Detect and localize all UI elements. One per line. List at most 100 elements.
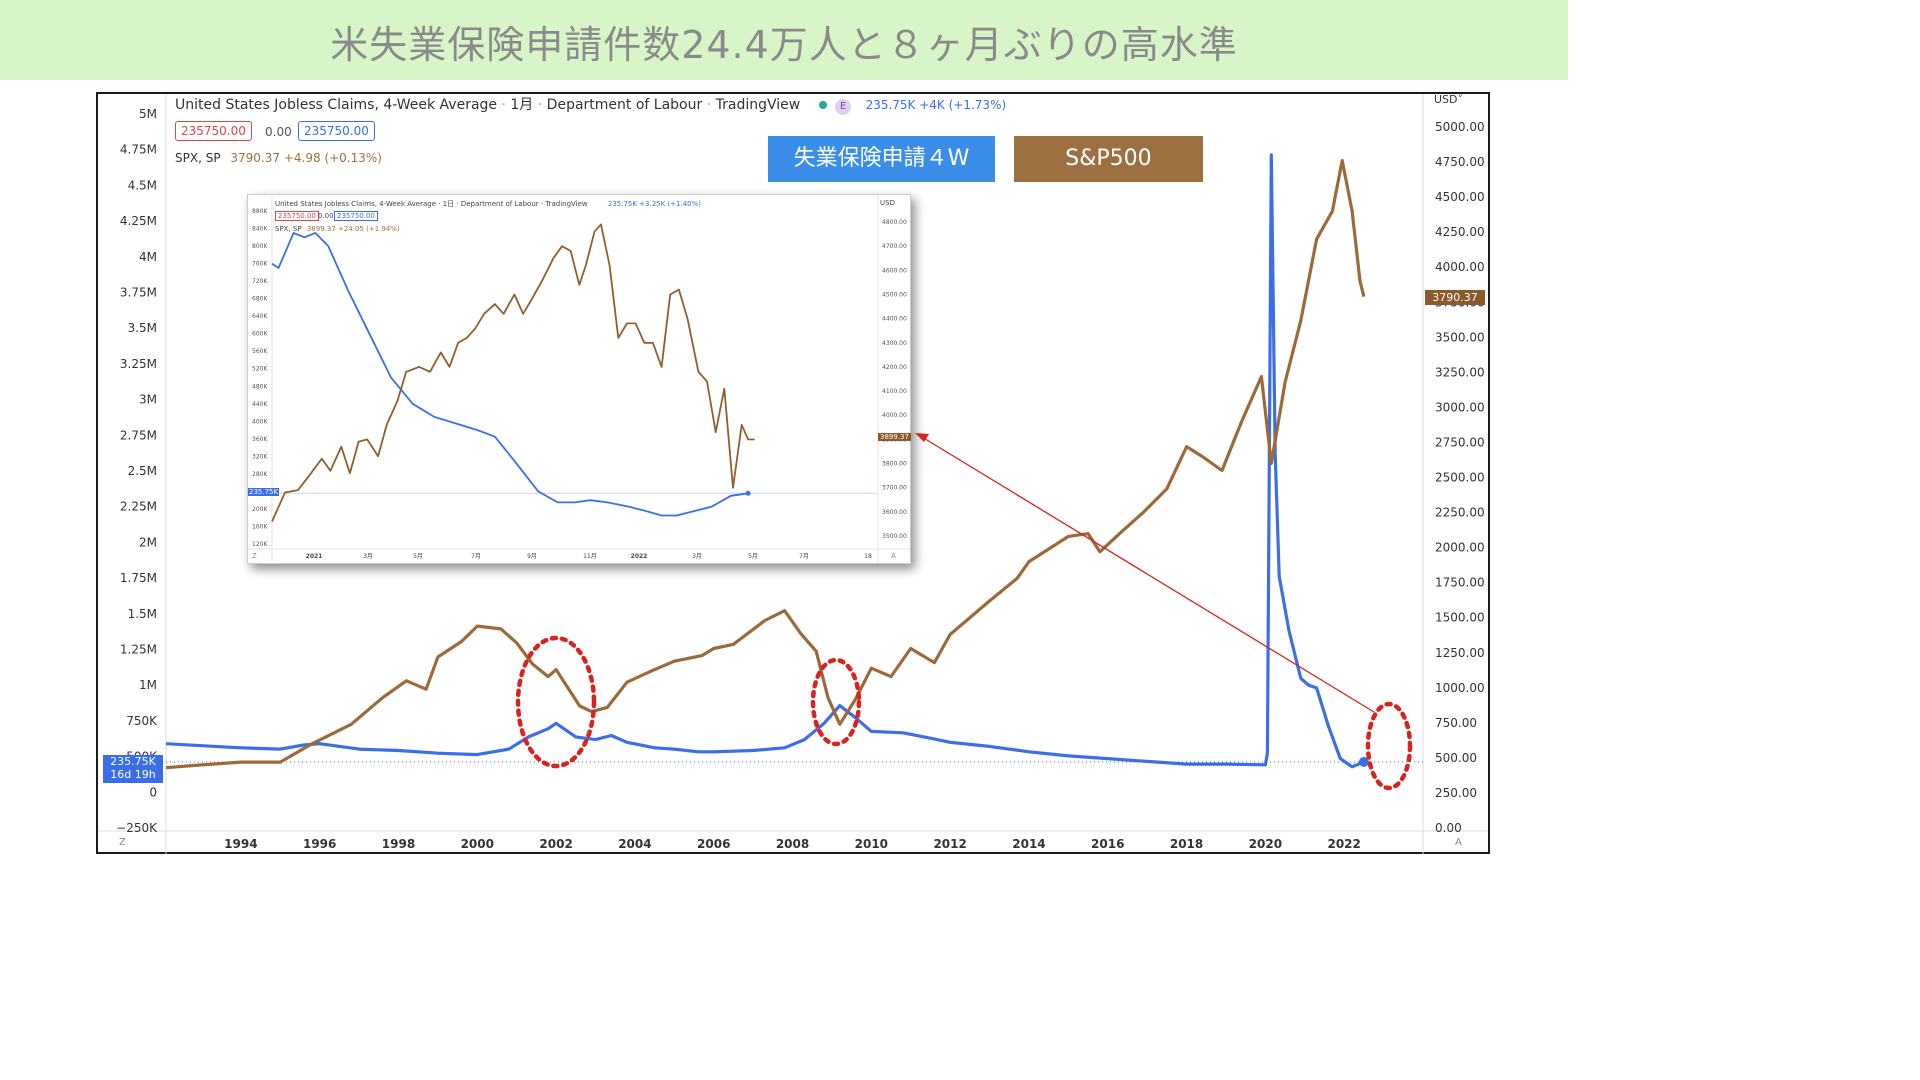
inset-right-tick-label: 3600.00	[882, 509, 907, 516]
claims-quote: 235.75K +4K (+1.73%)	[865, 98, 1007, 112]
inset-left-tick-label: 320K	[252, 453, 268, 460]
currency-menu[interactable]: USD˅	[1434, 93, 1463, 106]
inset-claims-quote: 235.75K +3.25K (+1.40%)	[607, 200, 702, 208]
currency-label: USD	[1434, 93, 1458, 106]
left-axis-tick-label: −250K	[116, 821, 158, 835]
time-axis-tick-label: 2000	[461, 837, 494, 851]
inset-spx-tag: 3899.37	[878, 433, 911, 441]
right-axis-tick-label: 3500.00	[1435, 330, 1485, 344]
right-axis-tick-label: 2750.00	[1435, 435, 1485, 449]
inset-currency: USD	[880, 199, 895, 207]
left-axis-tick-label: 750K	[126, 714, 158, 728]
spx-quote: 3790.37 +4.98 (+0.13%)	[230, 151, 382, 165]
inset-left-tick-label: 520K	[252, 366, 268, 373]
inset-right-tick-label: 4700.00	[882, 243, 907, 250]
price-box-red[interactable]: 235750.00	[175, 121, 252, 141]
inset-left-tick-label: 480K	[252, 383, 268, 390]
inset-chart: 880K 840K 800K 760K 720K 680K 640K 600K 560K 520K…	[248, 195, 910, 563]
inset-left-tick-label: 800K	[252, 243, 268, 250]
time-axis-tick-label: 2010	[855, 837, 888, 851]
inset-time-tick-label: 5月	[748, 553, 758, 560]
right-axis-tick-label: 1750.00	[1435, 576, 1485, 590]
inset-left-tick-label: 280K	[252, 471, 268, 478]
right-axis-tick-label: 0.00	[1435, 821, 1462, 835]
inset-source: Department of Labour	[460, 200, 539, 208]
inset-time-tick-label: 3月	[692, 553, 702, 560]
inset-price-box-red: 235750.00	[275, 211, 319, 221]
earnings-badge[interactable]: E	[835, 99, 852, 115]
chart-title: United States Jobless Claims, 4-Week Ave…	[175, 97, 498, 113]
inset-price-delta: 0.00	[318, 212, 334, 220]
left-axis-tick-label: 2.25M	[120, 500, 157, 514]
scale-mode-auto[interactable]: A	[1455, 837, 1462, 848]
status-dot-icon	[818, 101, 827, 109]
right-axis-tick-label: 2000.00	[1435, 541, 1485, 555]
left-axis-tick-label: 2.5M	[128, 464, 157, 478]
time-axis-tick-label: 2002	[539, 837, 572, 851]
inset-scale-left: Z	[252, 552, 257, 560]
inset-header: United States Jobless Claims, 4-Week Ave…	[275, 200, 702, 208]
right-axis-tick-label: 750.00	[1435, 716, 1477, 730]
inset-left-tick-label: 600K	[252, 331, 268, 338]
right-axis-tick-label: 4750.00	[1435, 155, 1485, 169]
inset-right-tick-label: 3500.00	[882, 533, 907, 540]
right-axis-tick-label: 1250.00	[1435, 646, 1485, 660]
claims-last-point	[1358, 756, 1369, 767]
spx-name: SPX, SP	[175, 151, 221, 165]
left-axis-tick-label: 2.75M	[120, 428, 157, 442]
price-box-blue[interactable]: 235750.00	[298, 121, 375, 141]
time-axis-tick-label: 2018	[1170, 837, 1203, 851]
inset-title: United States Jobless Claims, 4-Week Ave…	[275, 200, 437, 208]
inset-claims-last-point	[745, 490, 751, 496]
inset-claims-tag: 235.75K	[248, 488, 280, 496]
chart-interval[interactable]: 1月	[510, 97, 534, 113]
right-axis-tick-label: 2250.00	[1435, 506, 1485, 520]
right-axis-tick-label: 2500.00	[1435, 471, 1485, 485]
inset-time-tick-label: 7月	[799, 553, 809, 560]
inset-time-tick-label: 2022	[631, 553, 648, 560]
legend-claims-label: 失業保険申請４W	[793, 146, 970, 171]
time-axis-tick-label: 1996	[303, 837, 336, 851]
time-axis-tick-label: 2006	[697, 837, 730, 851]
inset-spx-header: SPX, SP 3899.37 +24.05 (+1.94%)	[275, 225, 400, 233]
left-axis-tick-label: 4M	[139, 250, 157, 264]
inset-platform: TradingView	[545, 200, 588, 208]
inset-left-tick-label: 200K	[252, 506, 268, 513]
inset-interval: 1日	[442, 200, 455, 208]
right-axis-tick-label: 4500.00	[1435, 190, 1485, 204]
inset-right-tick-label: 4600.00	[882, 267, 907, 274]
left-axis-tick-label: 5M	[139, 107, 157, 121]
inset-time-tick-label: 3月	[363, 553, 373, 560]
scale-mode-left[interactable]: Z	[119, 837, 126, 848]
inset-claims-series-line	[271, 232, 749, 517]
right-axis-tick-label: 4000.00	[1435, 260, 1485, 274]
inset-left-tick-label: 680K	[252, 296, 268, 303]
inset-left-tick-label: 160K	[252, 523, 268, 530]
claims-tag-countdown: 16d 19h	[110, 768, 156, 781]
left-axis-tick-label: 4.75M	[120, 143, 157, 157]
inset-price-box-blue: 235750.00	[334, 211, 378, 221]
left-axis-tick-label: 2M	[139, 535, 157, 549]
time-axis-tick-label: 2020	[1249, 837, 1282, 851]
main-chart-header: United States Jobless Claims, 4-Week Ave…	[175, 97, 1007, 115]
spx-header: SPX, SP 3790.37 +4.98 (+0.13%)	[175, 151, 382, 165]
inset-time-tick-label: 5月	[413, 553, 423, 560]
time-axis-tick-label: 2008	[776, 837, 809, 851]
right-axis-tick-label: 3250.00	[1435, 365, 1485, 379]
inset-left-tick-label: 360K	[252, 436, 268, 443]
price-delta: 0.00	[265, 125, 292, 139]
time-axis-tick-label: 1994	[224, 837, 257, 851]
inset-time-tick-label: 9月	[527, 553, 537, 560]
inset-time-tick-label: 11月	[583, 553, 597, 560]
left-axis-tick-label: 4.5M	[128, 178, 157, 192]
inset-left-tick-label: 120K	[252, 541, 268, 548]
inset-left-tick-label: 840K	[252, 226, 268, 233]
left-axis-tick-label: 0	[149, 785, 157, 799]
right-axis-tick-label: 250.00	[1435, 786, 1477, 800]
right-axis-tick-label: 500.00	[1435, 751, 1477, 765]
left-axis-tick-label: 1.5M	[128, 607, 157, 621]
inset-right-tick-label: 4100.00	[882, 388, 907, 395]
time-axis-tick-label: 2022	[1327, 837, 1360, 851]
chart-source: Department of Labour	[546, 97, 703, 113]
legend-spx: S&P500	[1014, 136, 1203, 182]
